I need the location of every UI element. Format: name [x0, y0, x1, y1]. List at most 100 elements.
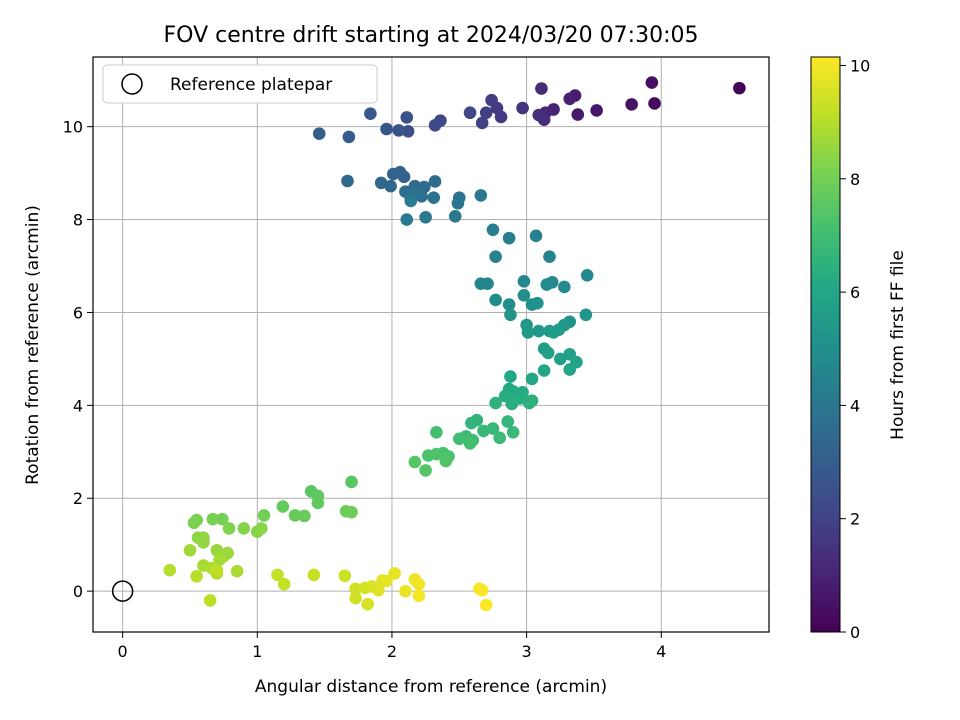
data-point — [525, 394, 539, 407]
data-point — [501, 415, 515, 428]
data-point — [399, 584, 412, 598]
data-point — [380, 122, 393, 136]
data-point — [477, 424, 490, 438]
data-point — [481, 277, 494, 290]
data-point — [465, 416, 478, 430]
data-point — [222, 522, 236, 535]
data-point — [312, 127, 326, 140]
data-point — [400, 111, 414, 124]
colorbar-tick-label: 10 — [850, 56, 870, 75]
colorbar-tick-label: 8 — [850, 170, 860, 189]
colorbar-label: Hours from first FF file — [888, 250, 908, 440]
data-point — [388, 567, 401, 580]
data-point — [419, 464, 432, 477]
data-point — [276, 500, 290, 513]
data-point — [517, 275, 531, 288]
data-point — [345, 505, 358, 519]
colorbar-tick-label: 6 — [850, 283, 860, 302]
x-tick-label: 0 — [118, 642, 128, 661]
legend-marker — [121, 73, 143, 95]
data-point — [203, 594, 217, 607]
colorbar-tick-label: 2 — [850, 510, 860, 529]
data-point — [439, 454, 453, 468]
data-point — [197, 536, 210, 549]
data-point — [364, 107, 377, 120]
data-point — [525, 372, 539, 386]
data-point — [428, 118, 442, 132]
colorbar-tick-label: 4 — [850, 396, 860, 415]
data-point — [311, 496, 325, 510]
x-axis-ticks: 0 1 2 3 4 — [118, 632, 666, 661]
data-point — [183, 543, 197, 557]
data-point — [374, 176, 388, 190]
data-point — [163, 563, 177, 577]
data-point — [397, 170, 411, 184]
data-point — [349, 591, 362, 605]
data-point — [451, 197, 465, 210]
data-point — [486, 223, 500, 237]
data-point — [563, 92, 577, 106]
data-point — [230, 564, 244, 578]
data-point — [532, 108, 546, 122]
data-point — [543, 250, 556, 264]
data-point — [558, 280, 571, 294]
legend-entry-reference: Reference platepar — [170, 75, 332, 95]
data-point — [428, 175, 442, 188]
data-point — [537, 364, 551, 377]
x-tick-label: 1 — [252, 642, 262, 661]
data-point — [489, 396, 502, 410]
colorbar — [810, 56, 841, 633]
data-point — [479, 598, 493, 612]
data-point — [271, 568, 284, 582]
data-point — [517, 288, 531, 302]
data-point — [288, 509, 302, 522]
data-point — [489, 293, 502, 307]
data-point — [404, 194, 418, 208]
data-point — [541, 346, 555, 360]
data-point — [531, 296, 544, 310]
colorbar-tick-label: 0 — [850, 623, 860, 642]
reference-platepar-marker — [111, 580, 134, 602]
data-point — [372, 583, 385, 597]
x-tick-label: 3 — [522, 642, 532, 661]
legend: Reference platepar — [102, 64, 378, 104]
data-point — [521, 326, 535, 339]
data-point — [380, 574, 393, 588]
data-point — [427, 191, 440, 205]
data-point — [255, 522, 268, 535]
data-point — [475, 116, 489, 130]
data-point — [535, 82, 548, 95]
data-point — [502, 298, 516, 311]
y-tick-label: 6 — [73, 303, 83, 322]
x-axis-label: Angular distance from reference (arcmin) — [255, 677, 607, 697]
data-point — [540, 278, 554, 291]
data-point — [571, 108, 585, 121]
data-point — [338, 569, 352, 583]
data-point — [529, 229, 543, 243]
data-point — [474, 189, 488, 202]
y-tick-label: 10 — [63, 118, 83, 137]
data-point — [485, 93, 498, 107]
data-point — [563, 363, 577, 376]
data-point — [277, 577, 291, 591]
data-point — [532, 324, 546, 338]
data-point — [430, 425, 443, 439]
data-point — [349, 582, 362, 596]
data-point — [516, 101, 529, 115]
data-point — [298, 509, 311, 523]
x-tick-label: 4 — [656, 642, 666, 661]
data-point — [486, 422, 500, 435]
data-point — [547, 326, 560, 339]
data-point — [504, 308, 517, 322]
data-point — [463, 106, 477, 120]
y-tick-label: 8 — [73, 211, 83, 230]
data-point — [475, 583, 489, 597]
y-tick-label: 4 — [73, 396, 83, 415]
y-tick-label: 0 — [73, 582, 83, 601]
y-axis-label: Rotation from reference (arcmin) — [23, 205, 43, 485]
data-point — [553, 352, 567, 366]
data-point — [190, 569, 203, 583]
data-point — [463, 437, 477, 450]
grid-lines — [93, 57, 769, 632]
